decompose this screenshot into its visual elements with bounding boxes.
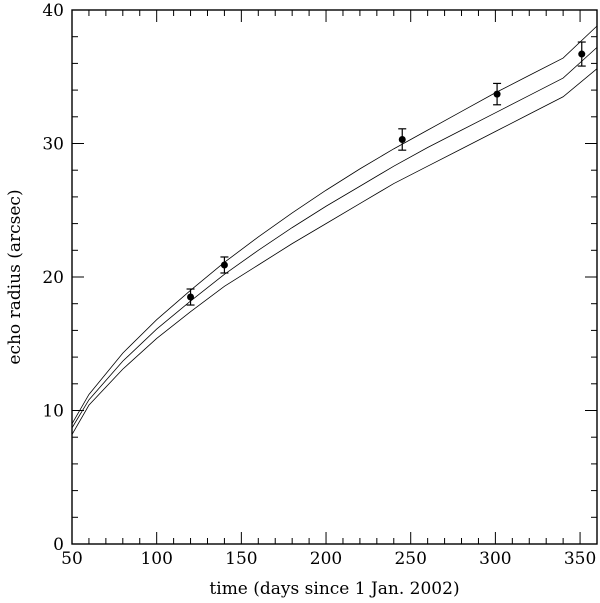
data-point-1 (186, 288, 195, 306)
x-tick-label: 350 (564, 549, 596, 569)
data-point-3 (398, 128, 407, 151)
point-marker (493, 90, 501, 98)
point-marker (398, 135, 406, 143)
x-tick-label: 150 (225, 549, 257, 569)
plot-frame (71, 9, 598, 545)
model-curve-2 (71, 47, 598, 429)
data-point-4 (493, 82, 502, 106)
y-tick-label: 10 (42, 402, 64, 422)
point-marker (578, 50, 586, 58)
y-tick-label: 20 (42, 268, 64, 288)
model-curves (71, 25, 598, 435)
data-point-2 (220, 256, 229, 274)
y-tick-label: 30 (42, 135, 64, 155)
model-curve-1 (71, 68, 598, 435)
axis-ticks (71, 9, 598, 545)
data-points (186, 41, 586, 306)
y-tick-label: 0 (53, 535, 64, 555)
x-tick-label: 50 (61, 549, 83, 569)
x-tick-label: 100 (140, 549, 172, 569)
x-tick-label: 200 (310, 549, 342, 569)
y-tick-label: 40 (42, 1, 64, 21)
tick-labels: 50 100 150 200 250 300 350 0 10 20 30 40 (42, 1, 596, 569)
point-marker (220, 261, 228, 269)
data-point-5 (577, 41, 586, 67)
x-axis-label: time (days since 1 Jan. 2002) (209, 579, 459, 599)
model-curve-3 (71, 25, 598, 425)
point-marker (187, 293, 195, 301)
y-axis-label: echo radius (arcsec) (5, 189, 25, 364)
x-tick-label: 300 (479, 549, 511, 569)
x-tick-label: 250 (394, 549, 426, 569)
